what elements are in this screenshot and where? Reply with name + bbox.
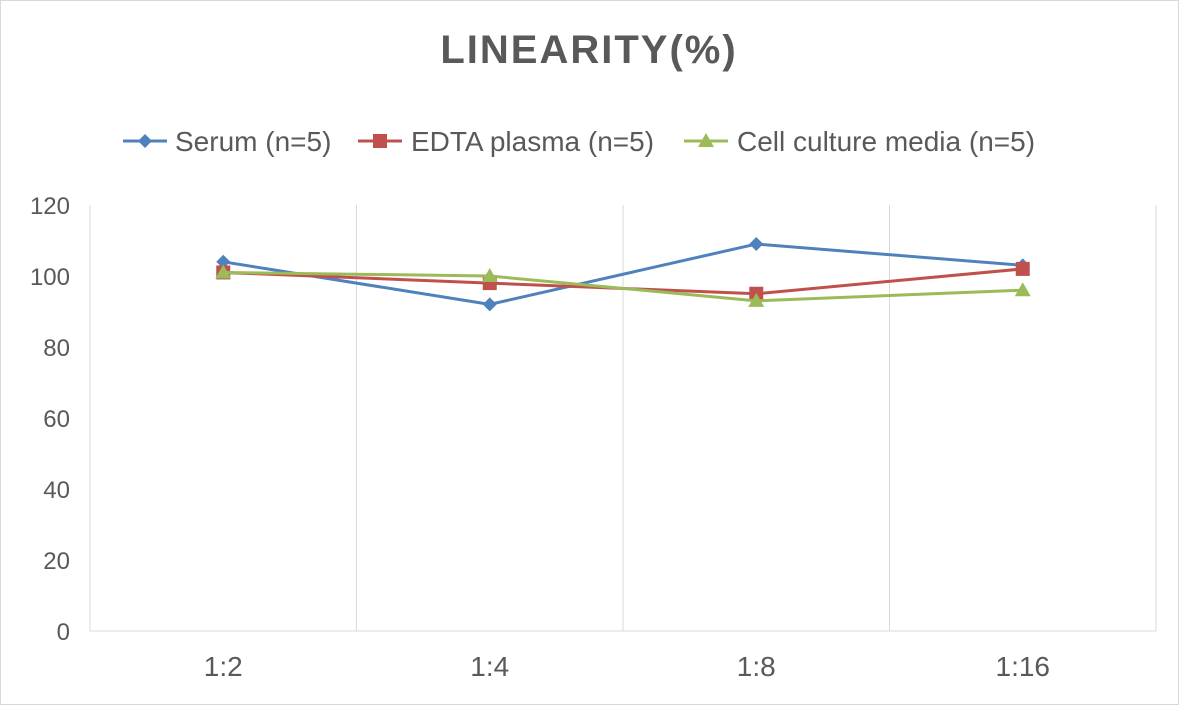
y-tick-label: 120 bbox=[30, 193, 70, 220]
legend-entry-serum: Serum (n=5) bbox=[123, 126, 331, 157]
legend-label-serum: Serum (n=5) bbox=[175, 126, 331, 157]
y-tick-label: 20 bbox=[43, 548, 70, 575]
plot-area: 0 20 40 60 80 100 120 1:2 1:4 1:8 1:16 bbox=[30, 193, 1157, 682]
data-point-cell-culture-media bbox=[215, 264, 232, 279]
chart-title: LINEARITY(%) bbox=[440, 28, 737, 72]
data-point-serum bbox=[482, 297, 497, 312]
data-point-cell-culture-media bbox=[481, 268, 498, 282]
series-line-serum bbox=[223, 242, 1023, 306]
legend-marker-edta-plasma bbox=[373, 134, 387, 148]
x-tick-label: 1:8 bbox=[737, 651, 776, 682]
data-point-serum bbox=[216, 254, 231, 269]
y-tick-label: 60 bbox=[43, 406, 70, 433]
legend-label-cell-culture-media: Cell culture media (n=5) bbox=[737, 126, 1035, 157]
y-tick-label: 40 bbox=[43, 477, 70, 504]
legend-label-edta-plasma: EDTA plasma (n=5) bbox=[411, 126, 654, 157]
legend-entry-edta-plasma: EDTA plasma (n=5) bbox=[358, 126, 654, 157]
x-tick-label: 1:4 bbox=[470, 651, 509, 682]
y-tick-label: 80 bbox=[43, 335, 70, 362]
legend-entry-cell-culture-media: Cell culture media (n=5) bbox=[684, 126, 1035, 157]
x-tick-label: 1:2 bbox=[204, 651, 243, 682]
series-line-cell-culture-media bbox=[223, 270, 1023, 303]
data-point-serum bbox=[749, 237, 764, 252]
data-point-cell-culture-media bbox=[1014, 282, 1031, 297]
legend-marker-serum bbox=[138, 134, 152, 148]
data-point-edta-plasma bbox=[1015, 261, 1030, 276]
legend-marker-cell-culture-media bbox=[698, 133, 714, 147]
legend: Serum (n=5) EDTA plasma (n=5) Cell cultu… bbox=[123, 126, 1035, 157]
y-tick-label: 100 bbox=[30, 264, 70, 291]
x-tick-label: 1:16 bbox=[996, 651, 1051, 682]
y-tick-label: 0 bbox=[57, 619, 70, 646]
data-point-cell-culture-media bbox=[748, 292, 765, 307]
